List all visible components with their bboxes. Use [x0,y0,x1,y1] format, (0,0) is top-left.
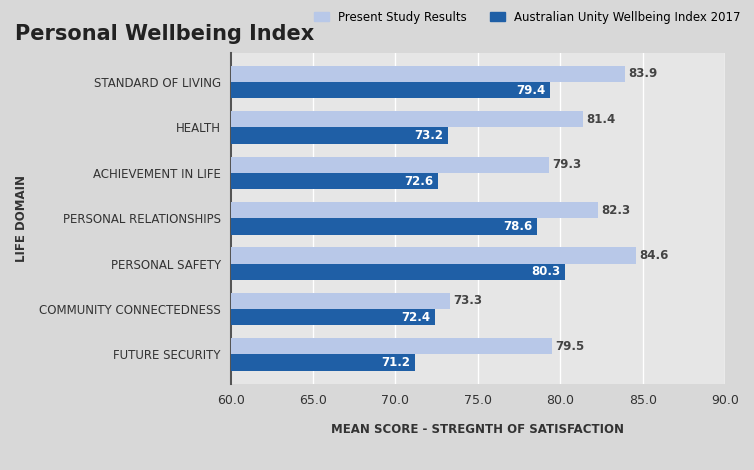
Bar [231,173,438,189]
Text: 72.6: 72.6 [404,174,434,188]
Bar [231,218,537,235]
Text: 82.3: 82.3 [602,204,630,217]
Y-axis label: LIFE DOMAIN: LIFE DOMAIN [15,175,28,262]
Bar [231,66,624,82]
Bar [231,354,415,371]
Bar [231,157,549,173]
Text: 79.4: 79.4 [516,84,545,97]
Text: 72.4: 72.4 [401,311,430,324]
Text: 84.6: 84.6 [639,249,669,262]
Text: 79.3: 79.3 [552,158,581,171]
Bar [231,338,552,354]
Bar [231,111,584,127]
Text: 83.9: 83.9 [628,67,657,80]
Text: 80.3: 80.3 [531,265,560,278]
Text: 73.2: 73.2 [414,129,443,142]
Text: 79.5: 79.5 [555,340,584,352]
Bar [231,264,566,280]
Text: 81.4: 81.4 [587,113,616,126]
Bar [231,127,448,144]
Text: Personal Wellbeing Index: Personal Wellbeing Index [15,24,314,44]
Bar [231,309,435,325]
Bar [231,82,550,98]
Bar [231,293,450,309]
Text: 73.3: 73.3 [453,294,482,307]
Text: 71.2: 71.2 [382,356,410,369]
X-axis label: MEAN SCORE - STREGNTH OF SATISFACTION: MEAN SCORE - STREGNTH OF SATISFACTION [331,423,624,436]
Legend: Present Study Results, Australian Unity Wellbeing Index 2017: Present Study Results, Australian Unity … [314,11,740,24]
Bar [231,247,636,264]
Bar [231,202,598,218]
Text: 78.6: 78.6 [503,220,532,233]
